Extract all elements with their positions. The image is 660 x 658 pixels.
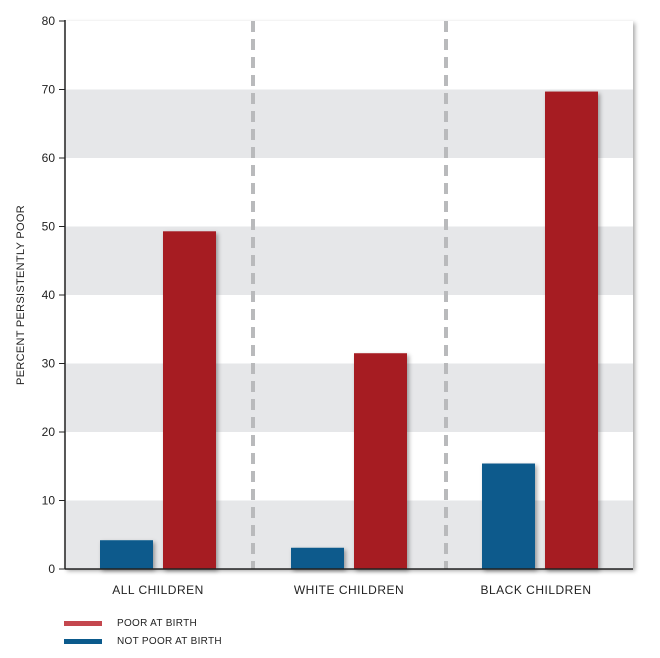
bar-poor-3: [545, 91, 598, 570]
y-tick-label: 80: [42, 14, 56, 28]
legend-swatch-poor: [64, 620, 102, 626]
bar-poor-2: [354, 353, 407, 569]
grid-band: [65, 226, 633, 295]
legend-item-poor: POOR AT BIRTH: [64, 614, 222, 632]
category-separators: [251, 21, 448, 569]
bar-not-poor-3: [482, 463, 535, 569]
y-tick-label: 70: [42, 83, 56, 97]
legend-item-not-poor: NOT POOR AT BIRTH: [64, 632, 222, 650]
y-tick-label: 40: [42, 288, 56, 302]
y-tick-label: 20: [42, 425, 56, 439]
legend: POOR AT BIRTH NOT POOR AT BIRTH: [64, 614, 222, 650]
bar-not-poor-1: [100, 540, 153, 569]
y-tick-label: 30: [42, 357, 56, 371]
y-tick-label: 50: [42, 220, 56, 234]
grid-band: [65, 89, 633, 158]
grid-band: [65, 500, 633, 569]
bar-not-poor-2: [291, 547, 344, 569]
bar-poor-1: [163, 231, 216, 570]
x-tick-label: BLACK CHILDREN: [480, 583, 591, 597]
x-tick-label: ALL CHILDREN: [112, 583, 204, 597]
y-axis-label: PERCENT PERSISTENTLY POOR: [15, 205, 27, 385]
grid-band: [65, 363, 633, 432]
y-tick-label: 60: [42, 151, 56, 165]
x-tick-labels: ALL CHILDREN WHITE CHILDREN BLACK CHILDREN: [112, 583, 591, 597]
bars-group: [100, 91, 598, 570]
x-tick-label: WHITE CHILDREN: [294, 583, 404, 597]
legend-swatch-not-poor: [64, 638, 102, 644]
grid-bands: [65, 21, 633, 569]
y-ticks: 0 10 20 30 40 50 60 70 80: [42, 14, 65, 576]
y-tick-label: 0: [48, 562, 55, 576]
legend-label-poor: POOR AT BIRTH: [117, 617, 198, 629]
legend-label-not-poor: NOT POOR AT BIRTH: [117, 635, 222, 647]
y-tick-label: 10: [42, 494, 56, 508]
